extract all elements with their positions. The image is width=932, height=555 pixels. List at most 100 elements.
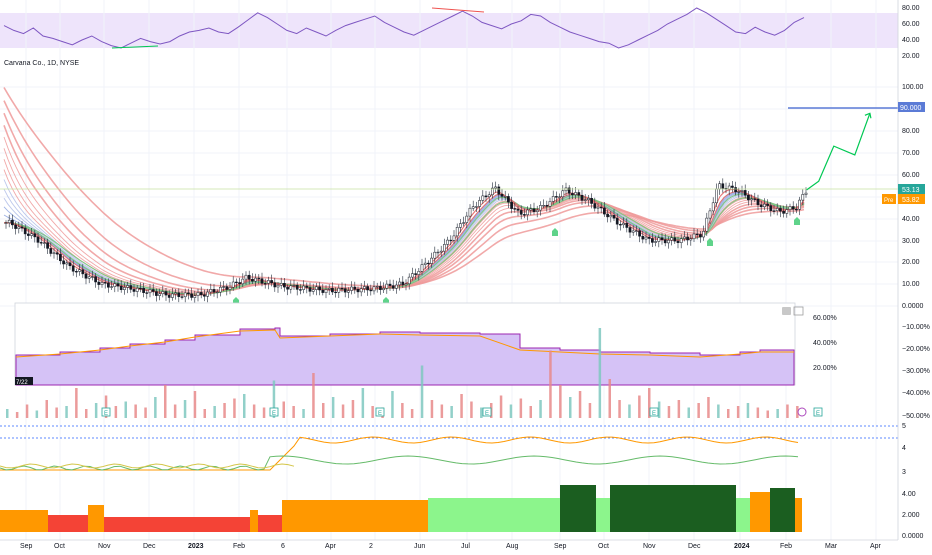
volume-bar-54: [539, 400, 542, 418]
candle-body-74: [241, 278, 245, 285]
volume-bar-60: [598, 328, 602, 418]
indicator-yellow-line: [0, 463, 295, 469]
time-label-3: Dec: [143, 543, 156, 550]
panel-maximize-icon[interactable]: [793, 306, 804, 316]
projection-arrowhead: [864, 112, 872, 119]
volume-bar-10: [104, 395, 108, 418]
projection-path: [806, 113, 871, 191]
candle-body-216: [695, 233, 699, 236]
candle-body-160: [516, 208, 520, 211]
candle-body-200: [644, 236, 648, 240]
candle-body-146: [471, 206, 475, 209]
volume-bar-40: [401, 403, 404, 418]
candle-body-205: [660, 237, 664, 240]
candle-body-164: [529, 208, 533, 211]
volume-bar-44: [440, 404, 444, 418]
candle-body-183: [590, 198, 593, 204]
candle-body-100: [324, 289, 328, 293]
ribbon-line-slow-1: [3, 100, 805, 290]
candle-body-166: [535, 209, 539, 212]
time-label-13: Oct: [598, 543, 609, 550]
candle-body-153: [494, 186, 497, 189]
candle-body-172: [555, 196, 558, 198]
area-segment-12: [736, 498, 750, 532]
candle-body-240: [772, 210, 776, 212]
time-label-18: Mar: [825, 543, 838, 550]
candle-body-129: [417, 271, 421, 275]
area-segment-10: [610, 485, 642, 532]
candle-body-76: [247, 274, 251, 280]
candle-body-80: [260, 278, 264, 284]
candle-body-224: [721, 183, 725, 189]
candle-body-78: [254, 277, 257, 282]
candle-body-65: [212, 289, 216, 293]
candle-body-103: [334, 291, 337, 294]
area-segment-2: [88, 505, 104, 532]
volume-bar-6: [65, 406, 68, 418]
candle-body-141: [455, 227, 459, 237]
candle-body-26: [87, 276, 91, 279]
volume-bar-19: [193, 391, 197, 418]
candle-body-63: [206, 291, 209, 297]
candle-body-203: [654, 241, 657, 243]
candle-body-69: [225, 286, 229, 290]
candle-body-9: [33, 233, 37, 238]
candle-body-101: [327, 288, 331, 290]
panel-settings-icon[interactable]: [782, 307, 791, 315]
candle-body-51: [167, 294, 171, 298]
ribbon-line-slow-0: [3, 87, 805, 288]
sub-axis-label-2: −30.00%: [902, 368, 930, 375]
candle-body-229: [737, 191, 741, 193]
area-segment-3: [104, 517, 250, 532]
area-segment-8: [560, 485, 596, 532]
candle-body-137: [443, 244, 446, 252]
candle-body-191: [615, 217, 619, 225]
candle-body-27: [91, 276, 94, 278]
candle-body-66: [215, 291, 219, 294]
volume-bar-79: [786, 404, 789, 418]
candle-body-196: [631, 230, 635, 233]
lightning-icon[interactable]: [797, 407, 807, 417]
volume-bar-22: [223, 403, 226, 418]
volume-bar-72: [717, 404, 720, 418]
candle-body-41: [135, 287, 139, 292]
candle-body-104: [337, 287, 341, 293]
last-price-tag-text: 53.13: [902, 187, 920, 194]
price-axis-label-7: 30.00: [902, 238, 920, 245]
volume-bar-78: [776, 409, 779, 418]
candle-body-61: [199, 292, 203, 295]
bottom-axis-label-0: 4.00: [902, 491, 916, 498]
candle-body-127: [411, 273, 414, 278]
volume-bar-51: [509, 404, 513, 418]
volume-bar-80: [796, 406, 799, 418]
time-label-14: Nov: [643, 543, 656, 550]
time-label-11: Aug: [506, 543, 519, 550]
candle-body-155: [500, 193, 504, 197]
volume-bar-76: [756, 407, 760, 418]
candle-body-33: [110, 286, 113, 288]
bottom-axis-label-2: 0.0000: [902, 533, 924, 540]
volume-bar-62: [618, 400, 621, 418]
volume-bar-31: [312, 373, 315, 418]
candle-body-245: [788, 206, 792, 210]
candle-body-185: [596, 206, 600, 209]
candle-body-193: [622, 222, 625, 226]
time-label-4: 2023: [188, 543, 204, 550]
time-label-12: Sep: [554, 543, 567, 550]
candle-body-16: [55, 252, 59, 255]
area-segment-0: [0, 510, 48, 532]
rsi-axis-label-1: 60.00: [902, 21, 920, 28]
candle-body-143: [462, 222, 465, 224]
candle-body-195: [628, 227, 632, 233]
candle-body-142: [459, 223, 462, 228]
candle-body-126: [407, 276, 411, 285]
candle-body-34: [113, 283, 117, 287]
candle-body-230: [740, 190, 744, 192]
candle-body-238: [766, 203, 769, 206]
candle-body-71: [231, 281, 235, 288]
volume-bar-77: [766, 410, 769, 418]
earnings-marker-text-1: E: [272, 411, 276, 417]
candle-body-18: [62, 260, 65, 265]
area-segment-14: [770, 488, 795, 532]
area-segment-9: [596, 498, 610, 532]
